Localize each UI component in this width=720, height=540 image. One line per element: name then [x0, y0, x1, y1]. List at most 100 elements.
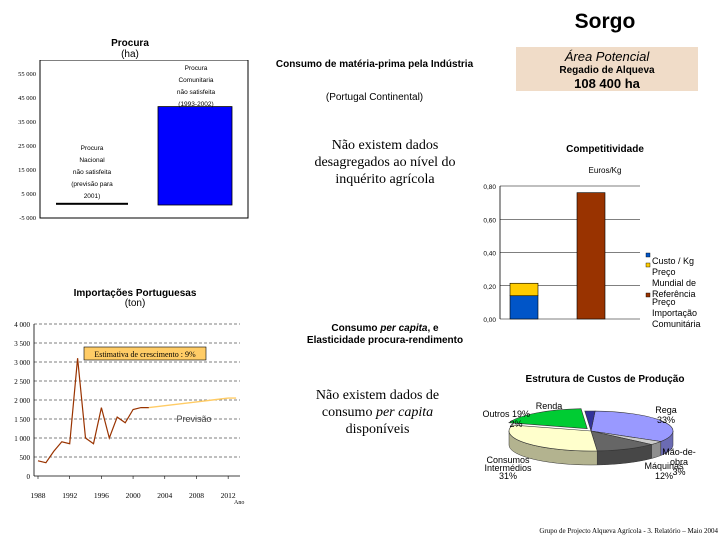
pie-label: 3% [672, 467, 685, 477]
competitividade-legend-label: Preço [652, 297, 676, 307]
importacoes-y-tick: 4 000 [14, 321, 30, 329]
consumo-capita-note-italic: per capita [375, 405, 434, 420]
importacoes-x-tick: 1992 [62, 491, 77, 500]
competitividade-legend-swatch [645, 252, 651, 258]
consumo-capita-note-line3: disponíveis [345, 422, 410, 437]
consumo-capita-title-prefix: Consumo [331, 323, 381, 334]
pie-label: 2% [509, 419, 522, 429]
importacoes-unit: (ton) [124, 298, 146, 309]
area-potencial-title: Área Potencial [564, 49, 650, 64]
competitividade-legend-label: Importação [652, 308, 697, 318]
procura-bar-label-comunitaria: Procura [185, 65, 208, 72]
area-potencial-box: Área Potencial Regadio de Alqueva 108 40… [516, 47, 698, 91]
importacoes-forecast-line [148, 397, 237, 409]
competitividade-y-tick: 0,60 [483, 217, 496, 224]
consumo-industria-region: (Portugal Continental) [325, 92, 424, 103]
importacoes-y-tick: 2 000 [14, 397, 30, 405]
consumo-capita-title-italic: per capita [380, 323, 428, 334]
estrutura-custos-title: Estrutura de Custos de Produção [525, 374, 685, 385]
consumo-industria-note: Não existem dados desagregados ao nível … [314, 138, 456, 187]
competitividade-bar-2 [509, 282, 539, 297]
competitividade-chart: 0,800,600,400,200,00 Custo / KgPreçoMund… [483, 184, 701, 329]
procura-unit: (ha) [121, 49, 139, 60]
page-title: Sorgo [574, 10, 636, 33]
procura-y-tick: 15 000 [18, 167, 36, 174]
pie-label: Outros 19% [482, 409, 530, 419]
competitividade-bar-1 [509, 295, 539, 320]
pie-label: Renda [536, 401, 563, 411]
competitividade-legend-swatch [645, 292, 651, 298]
importacoes-annotation-box [83, 346, 207, 361]
pie-slice-6 [584, 410, 596, 432]
competitividade-y-tick: 0,80 [483, 184, 496, 191]
importacoes-title: Importações Portuguesas [73, 288, 197, 299]
pie-slice-3 [590, 430, 652, 452]
importacoes-x-tick: 1996 [94, 491, 109, 500]
competitividade-legend-label: Comunitária [652, 319, 701, 329]
area-potencial-subtitle: Regadio de Alqueva [559, 65, 655, 76]
importacoes-y-tick: 3 000 [14, 359, 30, 367]
procura-bar-label-nacional: Nacional [79, 157, 105, 164]
consumo-capita-note: Não existem dados de consumo per capita … [295, 387, 460, 438]
competitividade-y-tick: 0,00 [483, 317, 496, 324]
pie-label: 31% [499, 471, 517, 481]
competitividade-legend-swatch [645, 262, 651, 268]
competitividade-title: Competitividade [566, 144, 644, 155]
competitividade-bar-3 [576, 192, 606, 320]
importacoes-x-tick: 2012 [221, 491, 236, 500]
procura-y-tick: 25 000 [18, 143, 36, 150]
procura-bar-label-nacional: não satisfeita [73, 169, 112, 176]
importacoes-history-line [37, 358, 149, 464]
importacoes-y-tick: 1 500 [14, 416, 30, 424]
competitividade-y-tick: 0,20 [483, 284, 496, 291]
procura-bar-label-nacional: (previsão para [71, 181, 113, 188]
competitividade-legend-label: Custo / Kg [652, 256, 694, 266]
procura-bar-label-comunitaria: (1993-2002) [178, 101, 213, 108]
importacoes-x-unit: Ano [234, 500, 244, 506]
pie-label: Intermédios [484, 463, 532, 473]
pie-label: Mão-de- [662, 447, 696, 457]
footer-text: Grupo de Projecto Alqueva Agrícola - 3. … [539, 527, 718, 535]
consumo-capita-note-prefix: consumo [321, 405, 376, 420]
procura-bar-label-comunitaria: não satisfeita [177, 89, 216, 96]
importacoes-x-tick: 2000 [126, 491, 141, 500]
procura-bar-comunitaria [157, 106, 233, 206]
competitividade-y-tick: 0,40 [483, 251, 496, 258]
procura-y-tick: -5 000 [19, 215, 36, 222]
importacoes-y-tick: 2 500 [14, 378, 30, 386]
importacoes-x-tick: 2004 [157, 491, 172, 500]
pie-label: Máquinas [644, 461, 684, 471]
pie-label: Consumos [486, 455, 530, 465]
competitividade-legend-label: Preço [652, 267, 676, 277]
procura-plot-frame [39, 60, 249, 219]
procura-bar-label-nacional: 2001) [84, 193, 101, 200]
pie-label: 12% [655, 471, 673, 481]
procura-y-tick: 5 000 [21, 191, 36, 198]
importacoes-x-tick: 1988 [31, 491, 46, 500]
importacoes-y-tick: 1 000 [14, 435, 30, 443]
importacoes-chart: 4 000 3 500 3 000 2 500 2 000 1 500 1 000 500 0 1… [14, 321, 244, 506]
procura-y-tick: 55 000 [18, 71, 36, 78]
pie-label: obra [670, 457, 688, 467]
procura-y-tick: 45 000 [18, 95, 36, 102]
importacoes-annotation: Estimativa de crescimento : 9% [94, 350, 196, 359]
pie-slice-4 [508, 424, 598, 452]
consumo-capita-title: Consumo per capita, e Elasticidade procu… [280, 323, 490, 347]
procura-bar-label-comunitaria: Comunitaria [178, 77, 213, 84]
pie-slice-5 [508, 408, 588, 429]
procura-chart: 55 000 45 000 35 000 25 000 15 000 5 000 -5 00… [18, 60, 249, 222]
importacoes-forecast-label: Previsão [176, 414, 211, 424]
pie-label: 33% [657, 415, 675, 425]
consumo-capita-note-line1: Não existem dados de [315, 388, 440, 403]
importacoes-y-tick: 3 500 [14, 340, 30, 348]
consumo-capita-title-suffix: , e [427, 323, 439, 334]
procura-bar-label-nacional: Procura [81, 145, 104, 152]
area-potencial-value: 108 400 ha [574, 76, 640, 91]
procura-title: Procura [111, 38, 149, 49]
pie-label: Rega [655, 405, 677, 415]
importacoes-y-tick: 0 [27, 473, 31, 481]
consumo-industria-title: Consumo de matéria-prima pela Indústria [275, 59, 474, 70]
competitividade-legend-label: Referência [652, 289, 696, 299]
procura-bar-nacional [56, 202, 128, 205]
